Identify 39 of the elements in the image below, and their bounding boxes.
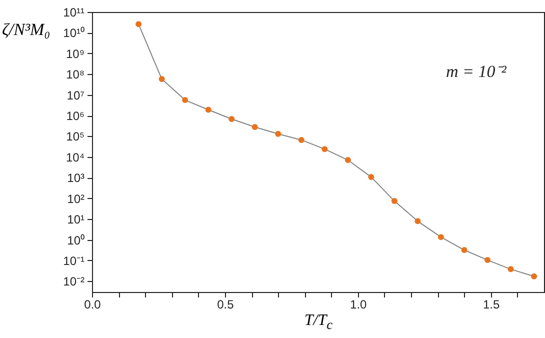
x-tick-label: 1.5 (482, 298, 500, 312)
y-tick-label: 10¹ (67, 212, 85, 227)
point (461, 247, 468, 253)
point (228, 116, 235, 122)
y-tick-label: 10¹¹ (63, 6, 84, 20)
point (322, 146, 328, 152)
y-tick-label: 10⁷ (66, 88, 84, 102)
annotation: m = 10⁻² (446, 62, 508, 81)
y-tick-label: 10⁸ (66, 68, 84, 82)
y-tick-label: 10⁹ (66, 46, 84, 61)
point (344, 157, 351, 164)
point (391, 198, 398, 204)
point (136, 21, 142, 28)
y-tick-label: 10⁻¹ (63, 254, 85, 268)
x-tick-label: 1.0 (350, 298, 368, 312)
y-tick-label: 10³ (67, 171, 85, 186)
point (484, 257, 490, 264)
point (298, 136, 304, 143)
point (182, 97, 188, 104)
y-tick-label: 10⁰ (67, 233, 84, 248)
x-axis-title: T/T$_{c}$ (303, 312, 334, 334)
y-tick-label: 10² (67, 192, 85, 206)
y-tick-label: 10⁴ (66, 150, 84, 164)
point (414, 218, 421, 224)
point (438, 234, 444, 240)
x-tick-label: 0.5 (217, 298, 234, 312)
point (275, 130, 282, 137)
y-tick-label: 10⁵ (66, 130, 85, 144)
y-tick-label: 10⁻² (63, 274, 85, 289)
y-tick-label: 10¹⁰ (63, 26, 84, 40)
point (368, 174, 374, 180)
point (252, 124, 258, 130)
point (158, 76, 165, 82)
y-tick-label: 10⁶ (66, 109, 85, 124)
point (508, 266, 514, 272)
x-tick-label: 0.0 (84, 298, 102, 312)
y-axis-title: ζ/N³M₀ (2, 20, 50, 40)
point (205, 106, 212, 113)
point (531, 273, 538, 280)
